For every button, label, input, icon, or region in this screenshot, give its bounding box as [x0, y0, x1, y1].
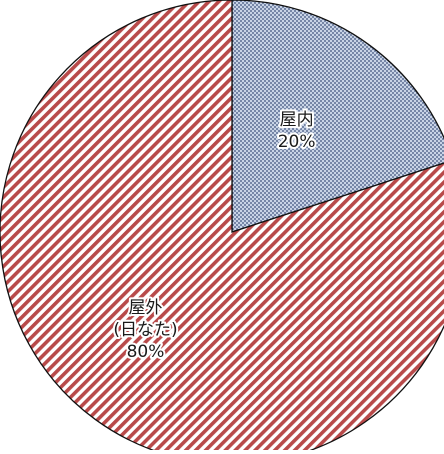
pie-slice-percent: 80% — [127, 342, 165, 362]
pie-slice-name: 屋外 — [129, 298, 163, 318]
pie-slice-name: (日なた) — [113, 320, 177, 340]
pie-slice-0 — [231, 0, 444, 233]
pie-slice-label-halo: 屋内 — [280, 110, 314, 130]
pie-slice-label-halo: 20% — [278, 132, 316, 152]
pie-slice-label-halo: 屋外 — [129, 298, 163, 318]
pie-slice-percent: 20% — [278, 132, 316, 152]
pie-slice-label-1: 屋外(日なた) 80% — [113, 298, 177, 362]
pie-slice-name: 屋内 — [280, 110, 314, 130]
pie-slice-label-0: 屋内 20% — [278, 110, 316, 152]
pie-slice-label-halo: (日なた) — [113, 320, 177, 340]
pie-slice-label-halo: 80% — [127, 342, 165, 362]
